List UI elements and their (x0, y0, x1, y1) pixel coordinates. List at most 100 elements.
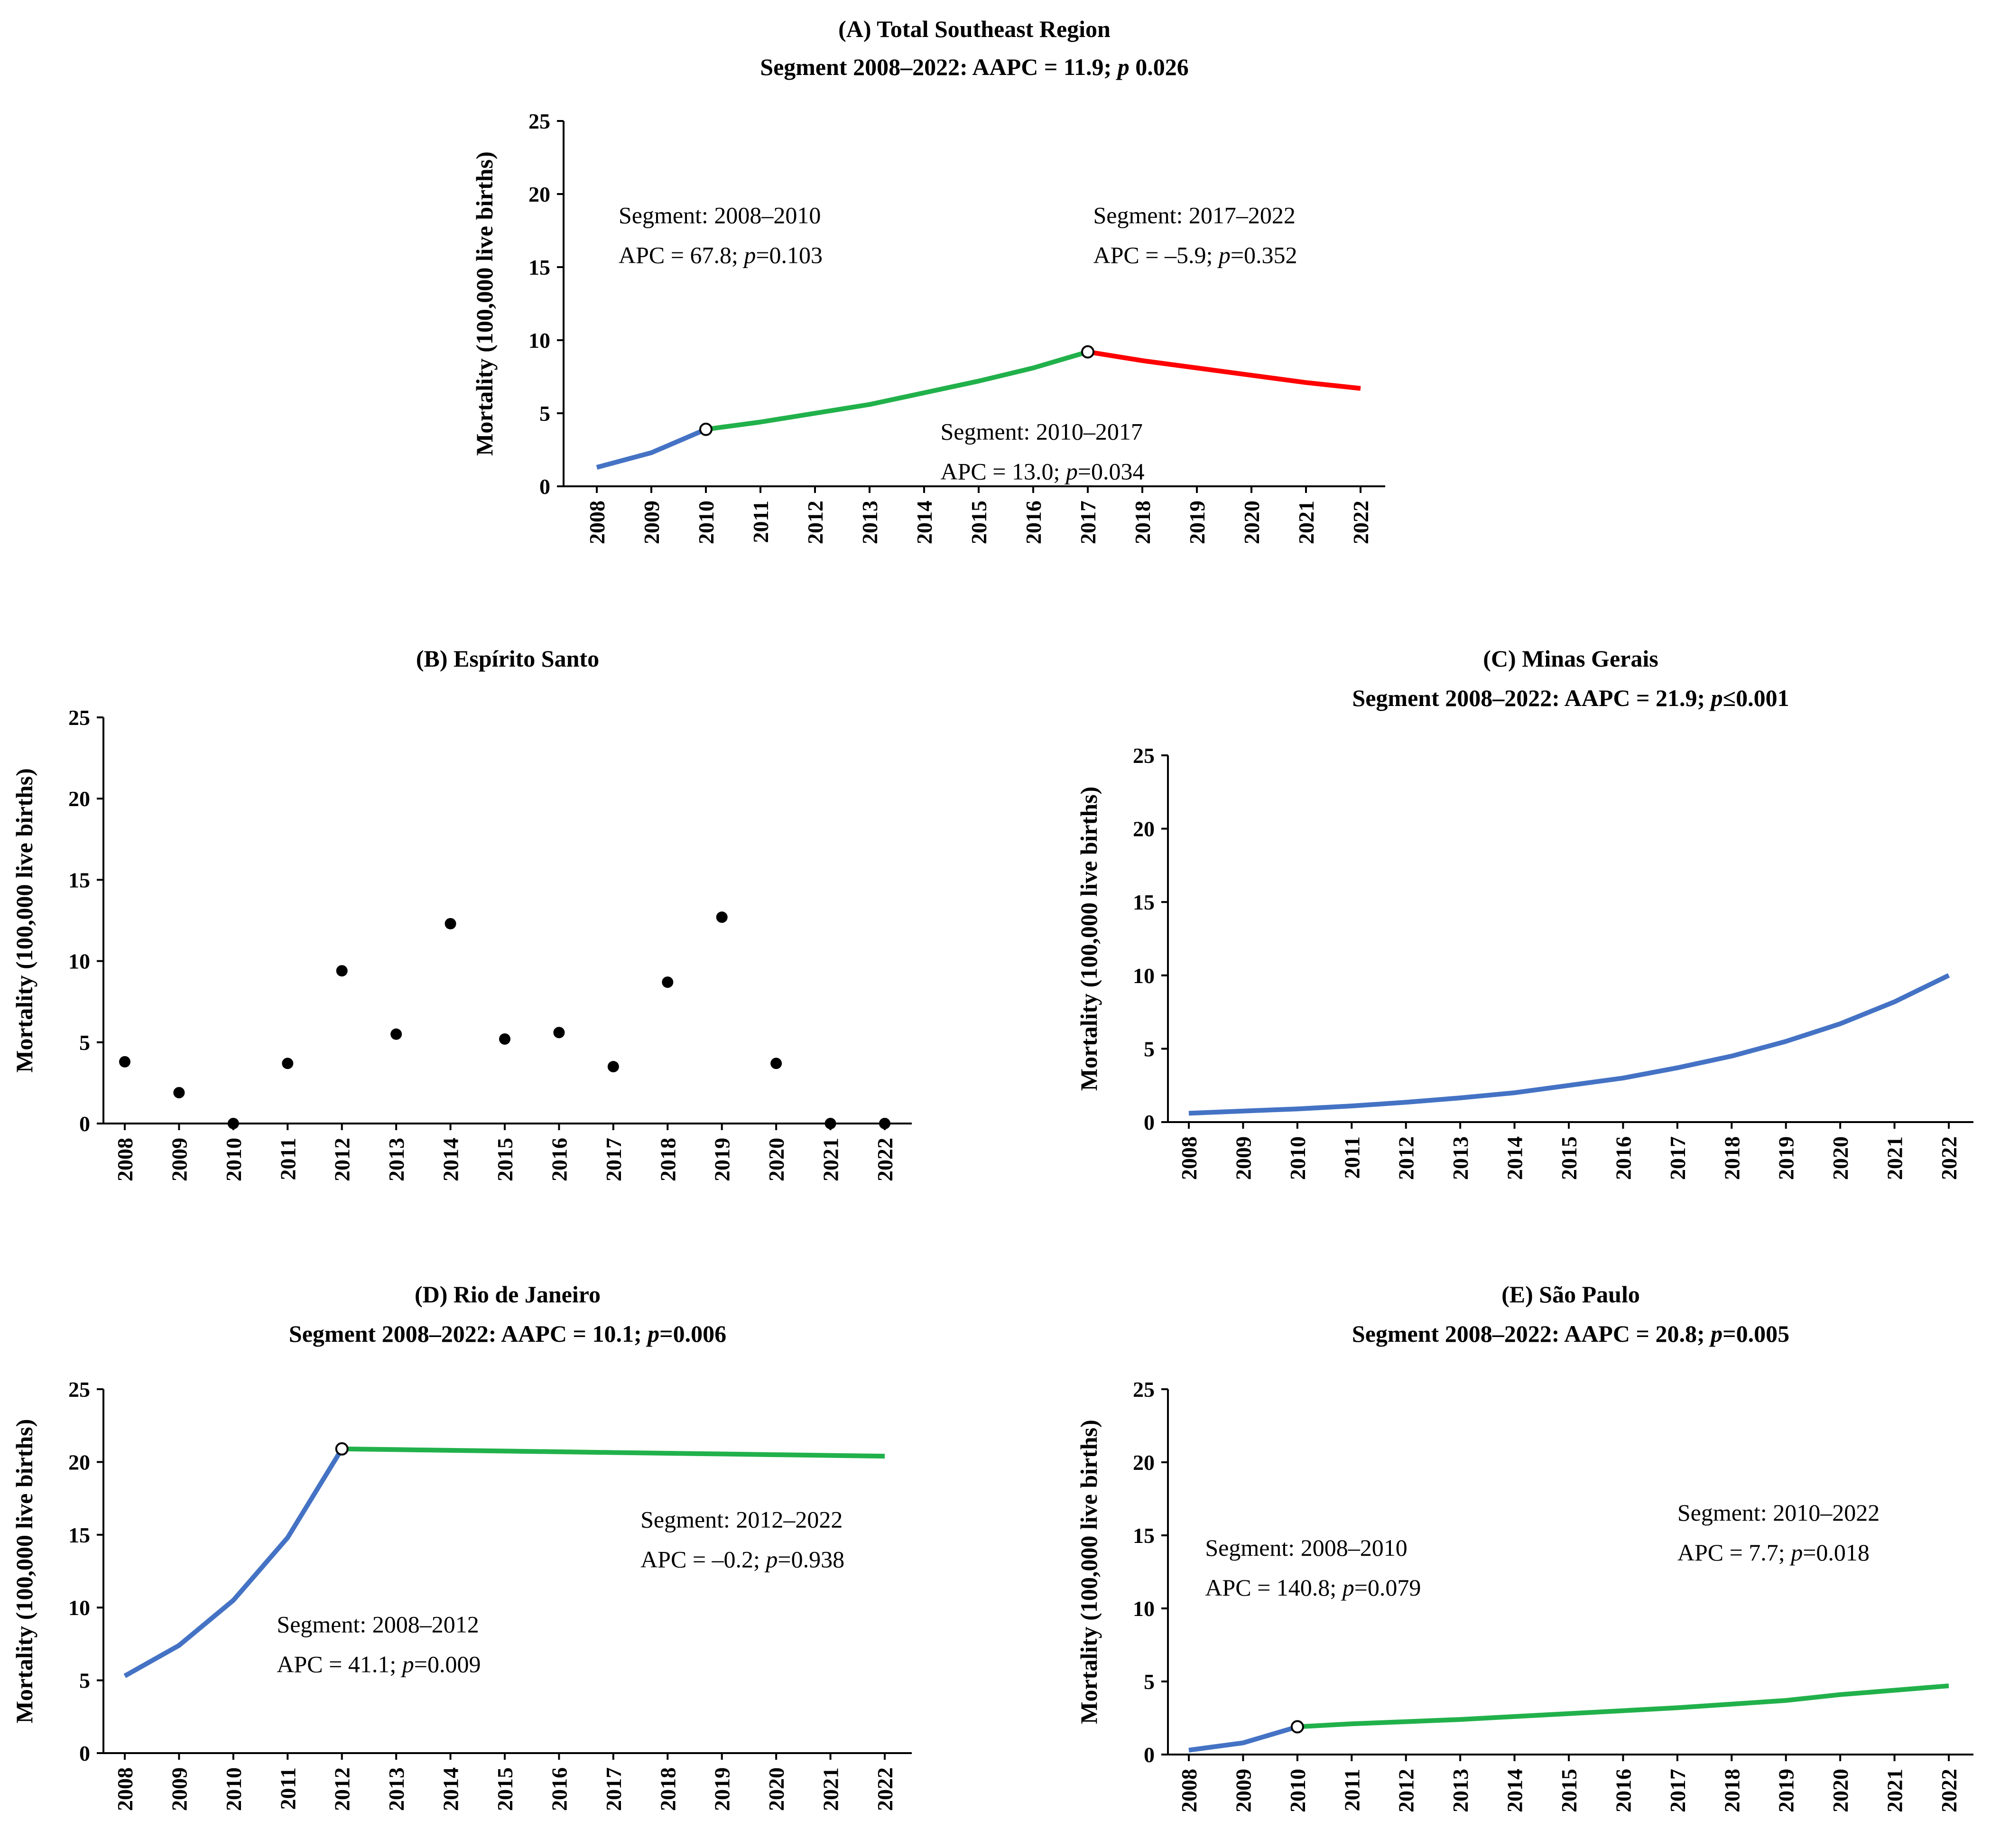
chart-subtitle: Segment 2008–2022: AAPC = 20.8; p=0.005 (1352, 1320, 1789, 1347)
chart-title: (E) São Paulo (1501, 1281, 1640, 1308)
panel-c: (C) Minas Gerais Segment 2008–2022: AAPC … (1075, 645, 1973, 1180)
x-tick-label: 2015 (967, 501, 991, 544)
y-tick-label: 15 (1133, 1523, 1155, 1548)
x-tick-label: 2013 (384, 1767, 408, 1811)
x-tick-label: 2021 (819, 1138, 843, 1181)
x-tick-label: 2018 (1720, 1136, 1744, 1180)
y-tick-label: 15 (68, 868, 90, 892)
joinpoint-marker (335, 1442, 349, 1456)
y-tick-label: 25 (68, 1377, 90, 1402)
apc-label: APC = 67.8; p=0.103 (619, 242, 823, 269)
x-tick-label: 2009 (167, 1767, 191, 1811)
x-tick-label: 2017 (602, 1138, 626, 1181)
data-point (879, 1118, 890, 1129)
apc-label-pre: APC = 13.0; (941, 458, 1066, 484)
x-tick-label: 2022 (1937, 1769, 1961, 1812)
data-point (716, 911, 728, 923)
x-tick-label: 2018 (1720, 1769, 1744, 1812)
apc-label-post: =0.938 (778, 1546, 844, 1572)
apc-label-post: =0.009 (414, 1651, 481, 1677)
x-tick-label: 2012 (1394, 1136, 1418, 1180)
x-tick-label: 2009 (1231, 1769, 1255, 1812)
apc-label-p: p (1341, 1574, 1354, 1601)
chart-title: (A) Total Southeast Region (838, 16, 1111, 42)
x-tick-label: 2013 (1448, 1769, 1472, 1812)
x-tick-label: 2020 (1828, 1136, 1852, 1180)
chart-title: (C) Minas Gerais (1483, 645, 1658, 672)
chart-subtitle-post: =0.006 (659, 1320, 726, 1347)
apc-label-post: =0.103 (756, 242, 823, 269)
y-tick-label: 5 (539, 401, 550, 426)
x-tick-label: 2016 (1021, 501, 1046, 544)
data-point (607, 1061, 619, 1073)
x-tick-label: 2010 (222, 1767, 246, 1811)
x-tick-label: 2018 (656, 1767, 680, 1811)
x-tick-label: 2022 (873, 1767, 897, 1811)
apc-label: APC = –5.9; p=0.352 (1093, 242, 1297, 269)
x-tick-label: 2011 (1340, 1136, 1364, 1179)
y-tick-label: 5 (79, 1031, 90, 1055)
y-tick-label: 5 (79, 1669, 90, 1693)
y-tick-label: 25 (528, 109, 550, 133)
chart-subtitle-p: p (1116, 54, 1130, 80)
y-tick-label: 0 (539, 474, 550, 499)
data-point (173, 1087, 185, 1098)
apc-label-p: p (742, 242, 756, 269)
apc-label-p: p (1789, 1539, 1803, 1566)
chart-subtitle-pre: Segment 2008–2022: AAPC = 21.9; (1352, 685, 1711, 711)
chart-subtitle-pre: Segment 2008–2022: AAPC = 10.1; (289, 1320, 648, 1347)
x-tick-label: 2010 (1286, 1769, 1310, 1812)
data-point (553, 1027, 565, 1039)
x-tick-label: 2019 (710, 1767, 734, 1811)
apc-label: APC = –0.2; p=0.938 (640, 1546, 844, 1572)
x-tick-label: 2017 (602, 1767, 626, 1811)
series-line-1 (596, 427, 707, 470)
data-point (336, 965, 348, 977)
x-tick-label: 2008 (1177, 1136, 1201, 1180)
segment-label: Segment: 2010–2022 (1677, 1499, 1880, 1526)
x-tick-label: 2011 (276, 1767, 300, 1810)
y-tick-label: 25 (1133, 1377, 1155, 1402)
data-point (390, 1028, 402, 1040)
data-point (770, 1058, 782, 1069)
y-tick-label: 20 (1133, 1450, 1155, 1475)
joinpoint-marker (699, 422, 713, 436)
x-tick-label: 2020 (764, 1767, 788, 1811)
y-axis-label: Mortality (100,000 live births) (11, 1419, 37, 1724)
chart-subtitle-pre: Segment 2008–2022: AAPC = 20.8; (1352, 1320, 1711, 1347)
panel-d: (D) Rio de Janeiro Segment 2008–2022: AAP… (11, 1281, 912, 1811)
segment-label: Segment: 2008–2010 (619, 202, 821, 229)
x-tick-label: 2008 (113, 1767, 137, 1811)
y-tick-label: 5 (1144, 1670, 1155, 1694)
apc-label-post: =0.034 (1078, 458, 1145, 484)
apc-label-pre: APC = –0.2; (640, 1546, 766, 1572)
apc-label-post: =0.079 (1354, 1574, 1421, 1601)
x-tick-label: 2014 (912, 501, 936, 544)
x-tick-label: 2013 (858, 501, 882, 544)
y-tick-label: 15 (1133, 890, 1155, 914)
x-tick-label: 2010 (222, 1138, 246, 1181)
apc-label-post: =0.352 (1231, 242, 1297, 269)
panel-e: (E) São Paulo Segment 2008–2022: AAPC = 2… (1075, 1281, 1973, 1812)
x-tick-label: 2017 (1666, 1136, 1690, 1180)
x-tick-label: 2012 (803, 501, 827, 544)
y-axis-label: Mortality (100,000 live births) (11, 768, 37, 1073)
chart-subtitle-post: =0.005 (1722, 1320, 1789, 1347)
x-tick-label: 2022 (1937, 1136, 1961, 1180)
x-tick-label: 2017 (1666, 1769, 1690, 1812)
chart-subtitle-post: 0.026 (1130, 54, 1189, 80)
chart-subtitle: Segment 2008–2022: AAPC = 21.9; p≤0.001 (1352, 685, 1789, 711)
x-tick-label: 2014 (1503, 1136, 1527, 1180)
x-tick-label: 2010 (1286, 1136, 1310, 1180)
y-axis-label: Mortality (100,000 live births) (471, 151, 498, 456)
x-tick-label: 2009 (1231, 1136, 1255, 1180)
segment-label: Segment: 2017–2022 (1093, 202, 1296, 229)
y-tick-label: 10 (528, 328, 550, 353)
apc-label-p: p (764, 1546, 778, 1572)
chart-subtitle: Segment 2008–2022: AAPC = 11.9; p 0.026 (760, 54, 1188, 80)
apc-label-pre: APC = 7.7; (1677, 1539, 1791, 1566)
chart-title: (D) Rio de Janeiro (415, 1281, 601, 1308)
x-tick-label: 2018 (1130, 501, 1155, 544)
x-tick-label: 2011 (276, 1138, 300, 1180)
